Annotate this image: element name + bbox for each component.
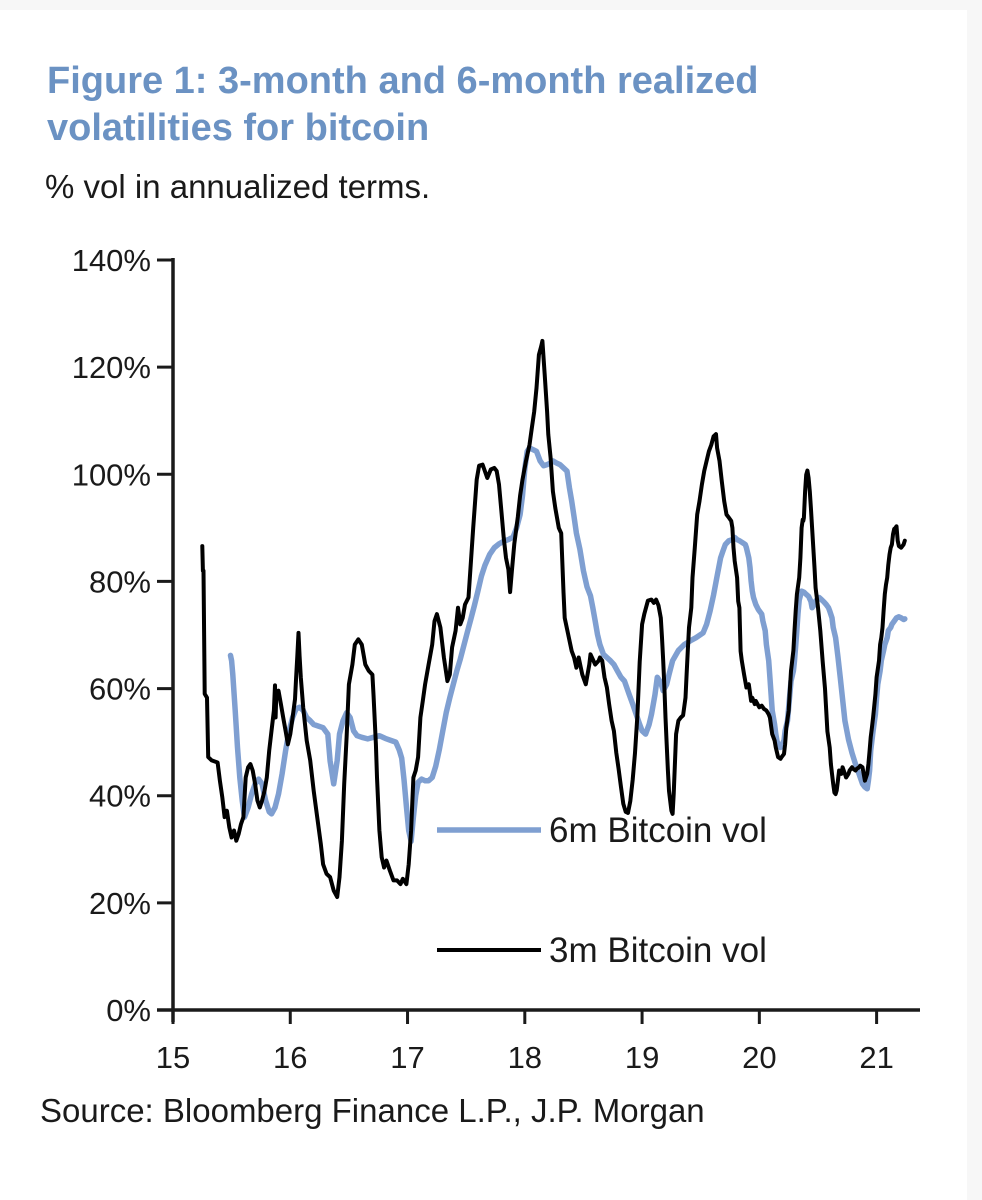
- series-line-3m: [200, 338, 907, 899]
- y-axis-label: 40%: [89, 779, 151, 814]
- figure-title: Figure 1: 3-month and 6-month realized v…: [47, 58, 847, 152]
- x-axis-label: 18: [508, 1040, 542, 1075]
- legend-label-3m: 3m Bitcoin vol: [549, 931, 767, 970]
- x-axis-label: 16: [273, 1040, 307, 1075]
- y-axis-label: 100%: [72, 457, 151, 492]
- x-axis-label: 21: [859, 1040, 893, 1075]
- x-axis-label: 17: [390, 1040, 424, 1075]
- legend-label-6m: 6m Bitcoin vol: [549, 811, 767, 850]
- x-axis-label: 19: [625, 1040, 659, 1075]
- y-axis-label: 0%: [106, 993, 151, 1028]
- y-axis-label: 140%: [72, 243, 151, 278]
- y-axis-label: 120%: [72, 350, 151, 385]
- page-margin-right: [967, 0, 982, 1200]
- figure-title-line2: volatilities for bitcoin: [47, 107, 430, 149]
- y-axis-label: 60%: [89, 672, 151, 707]
- page-margin-top: [0, 0, 982, 10]
- figure-subtitle: % vol in annualized terms.: [45, 168, 431, 205]
- source-note: Source: Bloomberg Finance L.P., J.P. Mor…: [40, 1092, 705, 1129]
- series-line-6m: [227, 445, 908, 845]
- x-axis-label: 20: [742, 1040, 776, 1075]
- y-axis-label: 20%: [89, 886, 151, 921]
- figure-title-line1: Figure 1: 3-month and 6-month realized: [47, 60, 759, 102]
- y-axis-label: 80%: [89, 564, 151, 599]
- x-axis-label: 15: [156, 1040, 190, 1075]
